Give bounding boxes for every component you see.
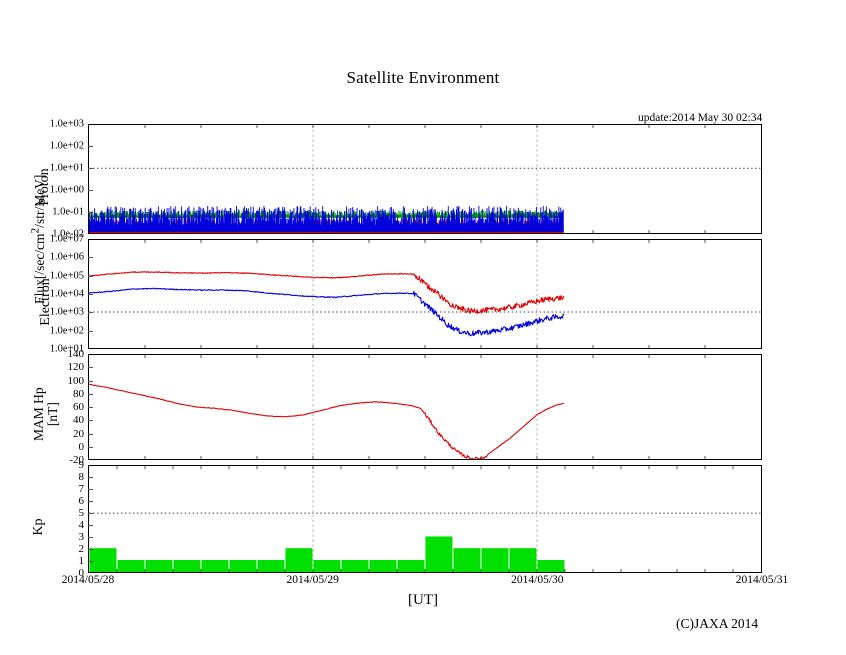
ytick-label: 6 bbox=[78, 495, 85, 507]
ytick-label: 1.0e+05 bbox=[49, 270, 84, 282]
panel-electron bbox=[88, 239, 762, 349]
ytick-label: 80 bbox=[73, 387, 84, 400]
panel-proton bbox=[88, 124, 762, 234]
ytick-mark bbox=[88, 367, 93, 369]
ytick-label: 7 bbox=[78, 483, 85, 495]
ytick-label: 8 bbox=[78, 471, 85, 483]
proton-plot-area bbox=[89, 125, 761, 233]
ytick-mark bbox=[88, 168, 93, 169]
ytick-label: 1.0e+03 bbox=[49, 118, 84, 130]
ytick-label: 1.0e+02 bbox=[49, 325, 84, 337]
ytick-mark bbox=[88, 489, 93, 490]
ytick-mark bbox=[88, 446, 93, 448]
ytick-mark bbox=[88, 407, 93, 408]
ytick-label: 4 bbox=[78, 519, 85, 531]
ytick-label: 40 bbox=[73, 414, 84, 427]
ytick-label: 1.0e+07 bbox=[49, 233, 84, 245]
kp-plot-area bbox=[89, 466, 761, 572]
ytick-label: 1.0e+01 bbox=[49, 343, 84, 355]
ytick-mark bbox=[88, 380, 93, 382]
ytick-label: 120 bbox=[67, 361, 85, 374]
ytick-label: 2 bbox=[78, 543, 85, 555]
ytick-mark bbox=[88, 561, 93, 562]
ytick-mark bbox=[88, 312, 93, 314]
ytick-mark bbox=[88, 501, 93, 502]
ytick-mark bbox=[88, 420, 93, 422]
page-title: Satellite Environment bbox=[346, 68, 500, 87]
ytick-mark bbox=[88, 513, 93, 514]
ytick-mark bbox=[88, 330, 93, 332]
ytick-label: 60 bbox=[73, 401, 84, 413]
ytick-mark bbox=[88, 257, 93, 259]
mam-plot-area bbox=[89, 355, 761, 459]
ytick-mark bbox=[88, 477, 93, 478]
ytick-mark bbox=[88, 275, 93, 277]
ytick-label: 3 bbox=[78, 531, 85, 543]
ytick-mark bbox=[88, 190, 93, 191]
ytick-label: 1.0e+02 bbox=[49, 140, 84, 152]
ytick-label: 20 bbox=[73, 427, 84, 440]
ytick-label: 100 bbox=[67, 374, 85, 387]
xtick-label: 2014/05/30 bbox=[511, 574, 564, 586]
ytick-label: 1.0e+03 bbox=[49, 306, 84, 318]
ytick-label: 140 bbox=[67, 348, 85, 360]
proton-svg bbox=[89, 125, 761, 233]
xtick-label: 2014/05/31 bbox=[735, 574, 789, 586]
ytick-mark bbox=[88, 537, 93, 538]
ytick-label: -20 bbox=[69, 454, 84, 466]
ytick-label: 1 bbox=[78, 555, 85, 567]
ytick-label: 1.0e+00 bbox=[49, 184, 84, 196]
ytick-mark bbox=[88, 294, 93, 295]
ytick-label: 1.0e-02 bbox=[52, 228, 84, 240]
update-timestamp: update:2014 May 30 02:34 bbox=[638, 112, 763, 124]
ytick-mark bbox=[88, 146, 93, 147]
mam-svg bbox=[89, 355, 706, 459]
ytick-mark bbox=[88, 212, 93, 213]
ytick-mark bbox=[88, 433, 93, 435]
electron-svg bbox=[89, 240, 761, 348]
ytick-mark bbox=[88, 393, 93, 395]
ytick-label: 1.0e+06 bbox=[49, 251, 84, 263]
ytick-label: 1.0e+04 bbox=[49, 288, 84, 300]
ytick-mark bbox=[88, 525, 93, 526]
ytick-label: 9 bbox=[78, 459, 85, 471]
ytick-mark bbox=[88, 549, 93, 550]
ytick-label: 1.0e-01 bbox=[52, 206, 84, 218]
copyright-notice: (C)JAXA 2014 bbox=[676, 616, 759, 631]
ytick-label: 5 bbox=[78, 507, 85, 519]
panel-mam-hp bbox=[88, 354, 762, 460]
xtick-label: 2014/05/28 bbox=[61, 574, 115, 586]
x-axis-label: [UT] bbox=[408, 592, 438, 608]
ytick-label: 0 bbox=[78, 567, 85, 579]
electron-plot-area bbox=[89, 240, 761, 348]
kp-svg bbox=[89, 466, 761, 572]
ytick-label: 0 bbox=[78, 440, 85, 453]
panel-kp bbox=[88, 465, 762, 573]
xtick-label: 2014/05/29 bbox=[286, 574, 339, 586]
ytick-label: 1.0e+01 bbox=[49, 162, 84, 174]
